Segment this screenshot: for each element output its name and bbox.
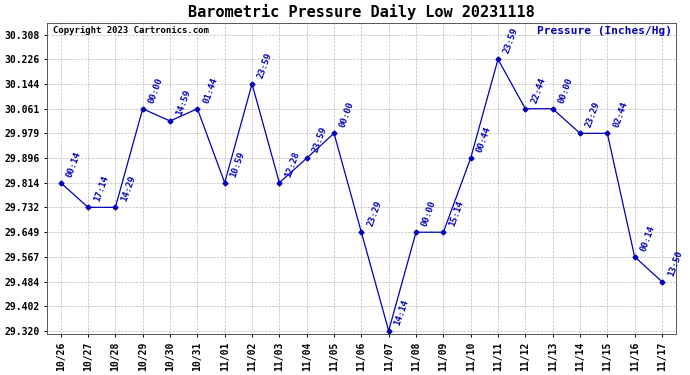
Text: 15:14: 15:14 <box>448 200 465 228</box>
Text: 00:00: 00:00 <box>147 76 164 105</box>
Title: Barometric Pressure Daily Low 20231118: Barometric Pressure Daily Low 20231118 <box>188 4 535 20</box>
Text: 00:14: 00:14 <box>639 224 656 253</box>
Text: 22:44: 22:44 <box>529 76 547 105</box>
Text: 23:29: 23:29 <box>366 200 383 228</box>
Text: 14:29: 14:29 <box>119 175 137 203</box>
Text: 00:00: 00:00 <box>557 76 575 105</box>
Text: 00:00: 00:00 <box>338 101 356 129</box>
Text: 17:14: 17:14 <box>92 175 110 203</box>
Text: 12:28: 12:28 <box>284 150 301 178</box>
Text: 14:59: 14:59 <box>174 88 192 117</box>
Text: Copyright 2023 Cartronics.com: Copyright 2023 Cartronics.com <box>53 26 209 35</box>
Text: 23:59: 23:59 <box>256 51 274 80</box>
Text: 14:14: 14:14 <box>393 298 411 327</box>
Text: 23:59: 23:59 <box>311 126 328 154</box>
Text: 13:50: 13:50 <box>666 249 684 278</box>
Text: 23:29: 23:29 <box>584 101 602 129</box>
Text: 01:44: 01:44 <box>201 76 219 105</box>
Text: 00:44: 00:44 <box>475 126 493 154</box>
Text: 23:59: 23:59 <box>502 27 520 55</box>
Text: Pressure (Inches/Hg): Pressure (Inches/Hg) <box>538 26 673 36</box>
Text: 10:59: 10:59 <box>229 150 246 178</box>
Text: 02:44: 02:44 <box>611 101 629 129</box>
Text: 00:14: 00:14 <box>65 150 83 178</box>
Text: 00:00: 00:00 <box>420 200 438 228</box>
